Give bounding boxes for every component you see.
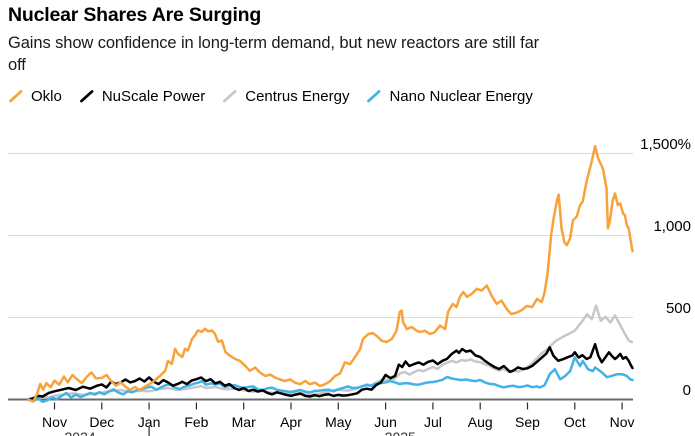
x-axis-month-label: Dec bbox=[89, 414, 114, 430]
legend-slash-icon-centrus-energy bbox=[223, 90, 237, 103]
x-axis-month-label: Nov bbox=[42, 414, 67, 430]
x-axis-year-label: 2025 bbox=[385, 429, 416, 436]
chart-subtitle-line-2: off bbox=[8, 56, 26, 74]
legend-slash-icon-nano-nuclear-energy bbox=[367, 90, 381, 103]
y-axis-label: 500 bbox=[666, 300, 691, 317]
legend-item-oklo: Oklo bbox=[8, 88, 62, 105]
legend-item-nuscale-power: NuScale Power bbox=[79, 88, 205, 105]
series-line-oklo bbox=[27, 144, 634, 403]
x-axis-month-label: May bbox=[325, 414, 351, 430]
legend-label-nano-nuclear-energy: Nano Nuclear Energy bbox=[389, 88, 533, 105]
x-axis-month-label: Jun bbox=[374, 414, 397, 430]
x-axis-month-label: Oct bbox=[564, 414, 586, 430]
chart-subtitle: Gains show confidence in long-term deman… bbox=[8, 32, 539, 76]
legend-label-oklo: Oklo bbox=[31, 88, 62, 105]
x-axis-month-label: Nov bbox=[610, 414, 635, 430]
series-line-nuscale-power bbox=[27, 342, 634, 401]
legend-label-centrus-energy: Centrus Energy bbox=[245, 88, 350, 105]
x-axis-month-label: Apr bbox=[280, 414, 302, 430]
legend-label-nuscale-power: NuScale Power bbox=[101, 88, 206, 105]
y-axis-label: 1,000 bbox=[653, 218, 691, 235]
chart-subtitle-line-1: Gains show confidence in long-term deman… bbox=[8, 34, 540, 52]
y-axis-label: 1,500% bbox=[640, 136, 691, 153]
legend-slash-icon-nuscale-power bbox=[79, 90, 94, 103]
x-axis-month-label: Jul bbox=[424, 414, 442, 430]
series-line-nano-nuclear-energy bbox=[27, 356, 634, 404]
y-axis-label: 0 bbox=[683, 382, 691, 399]
legend-item-centrus-energy: Centrus Energy bbox=[222, 88, 349, 105]
chart-title: Nuclear Shares Are Surging bbox=[8, 4, 262, 26]
x-axis-month-label: Mar bbox=[232, 414, 256, 430]
legend-item-nano-nuclear-energy: Nano Nuclear Energy bbox=[366, 88, 533, 105]
legend: Oklo NuScale Power Centrus Energy Nano Nucl… bbox=[8, 88, 533, 105]
line-chart: 1,500% 1,000 500 0 Nov Dec Jan Feb Mar Apr May Jun J… bbox=[8, 136, 691, 436]
x-axis-month-label: Jan bbox=[138, 414, 161, 430]
x-axis-month-label: Feb bbox=[184, 414, 208, 430]
x-axis-month-label: Sep bbox=[515, 414, 540, 430]
series-line-centrus-energy bbox=[27, 304, 634, 401]
x-axis-month-label: Aug bbox=[468, 414, 493, 430]
legend-slash-icon-oklo bbox=[9, 90, 23, 103]
x-axis-year-label: 2024 bbox=[64, 429, 95, 436]
